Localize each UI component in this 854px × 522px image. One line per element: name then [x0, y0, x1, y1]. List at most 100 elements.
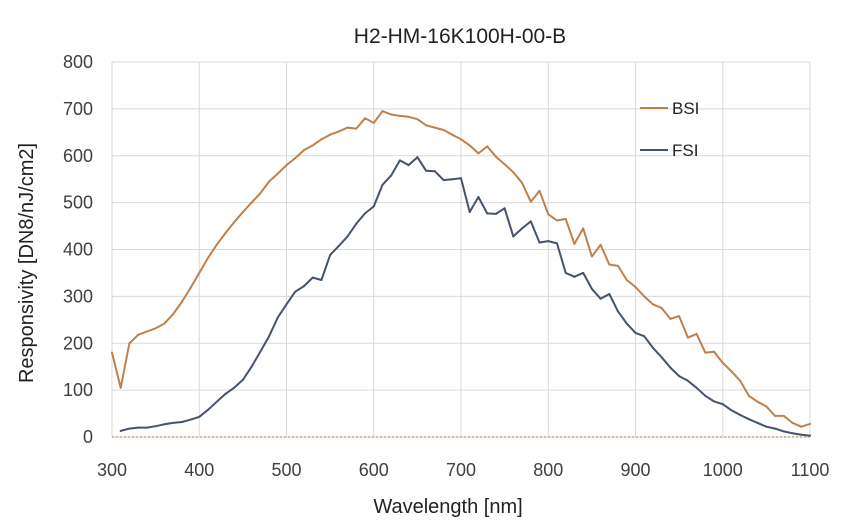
data-point: [800, 433, 803, 436]
data-point: [608, 263, 611, 266]
data-point: [512, 235, 515, 238]
data-point: [617, 264, 620, 267]
data-point: [634, 331, 637, 334]
data-point: [433, 126, 436, 129]
data-point: [730, 370, 733, 373]
data-point: [311, 144, 314, 147]
data-point: [529, 220, 532, 223]
data-point: [695, 332, 698, 335]
data-point: [713, 350, 716, 353]
data-point: [547, 240, 550, 243]
data-point: [800, 425, 803, 428]
data-point: [460, 138, 462, 141]
x-tick-label: 900: [620, 460, 650, 480]
data-point: [154, 425, 157, 428]
y-tick-label: 800: [63, 52, 93, 72]
data-point: [651, 303, 654, 306]
data-point: [154, 327, 157, 330]
data-point: [582, 271, 585, 274]
data-point: [538, 189, 541, 192]
x-tick-label: 1000: [703, 460, 743, 480]
data-point: [791, 432, 794, 435]
data-point: [302, 285, 305, 288]
data-point: [643, 295, 646, 298]
data-point: [686, 379, 689, 382]
x-axis-title: Wavelength [nm]: [373, 496, 522, 518]
data-point: [128, 342, 131, 345]
data-point: [608, 293, 611, 296]
data-point: [747, 394, 750, 397]
data-point: [390, 174, 393, 177]
data-point: [477, 152, 480, 155]
data-point: [224, 392, 227, 395]
data-point: [651, 346, 654, 349]
data-point: [555, 219, 558, 222]
x-tick-label: 600: [359, 460, 389, 480]
data-point: [538, 241, 541, 244]
y-axis-title: Responsivity [DN8/nJ/cm2]: [16, 143, 38, 383]
data-point: [163, 423, 166, 426]
data-point: [398, 159, 401, 162]
series-lines: [111, 110, 811, 437]
data-point: [241, 211, 244, 213]
x-tick-label: 1100: [791, 460, 830, 480]
y-tick-label: 700: [63, 99, 93, 119]
data-point: [486, 212, 489, 215]
data-point: [329, 133, 332, 136]
data-point: [809, 422, 811, 425]
data-point: [747, 418, 750, 421]
data-point: [128, 427, 131, 430]
data-point: [730, 409, 733, 412]
data-point: [346, 126, 349, 129]
data-point: [634, 286, 637, 288]
y-tick-label: 600: [63, 146, 93, 166]
data-point: [721, 361, 724, 364]
data-point: [442, 128, 445, 131]
data-point: [756, 400, 759, 403]
data-point: [625, 278, 628, 281]
data-point: [573, 275, 576, 278]
x-tick-label: 700: [446, 460, 476, 480]
data-point: [276, 172, 279, 175]
data-point: [268, 180, 271, 183]
data-point: [512, 171, 515, 174]
data-point: [486, 145, 489, 148]
data-point: [460, 177, 462, 180]
legend: BSI FSI: [640, 99, 699, 160]
data-point: [172, 313, 175, 316]
data-point: [346, 235, 349, 238]
data-point: [268, 335, 271, 338]
data-point: [407, 164, 410, 167]
data-point: [791, 421, 794, 424]
data-point: [381, 110, 384, 113]
data-point: [285, 303, 288, 306]
data-point: [451, 133, 454, 136]
data-point: [468, 211, 471, 213]
data-point: [686, 336, 689, 339]
data-point: [215, 243, 218, 246]
gridlines: [111, 61, 811, 438]
legend-label-fsi: FSI: [672, 141, 698, 160]
data-point: [337, 130, 340, 133]
data-point: [669, 317, 672, 320]
data-point: [250, 201, 253, 204]
chart-title: H2-HM-16K100H-00-B: [354, 25, 566, 48]
data-point: [442, 179, 445, 182]
y-tick-label: 300: [63, 286, 93, 306]
data-point: [407, 115, 410, 118]
data-point: [111, 351, 113, 354]
x-tick-label: 400: [184, 460, 214, 480]
data-point: [137, 333, 140, 336]
data-point: [756, 421, 759, 424]
x-tick-label: 500: [271, 460, 301, 480]
data-point: [660, 307, 663, 310]
data-point: [294, 157, 297, 160]
x-tick-label: 300: [97, 460, 127, 480]
data-point: [590, 287, 593, 290]
data-point: [180, 301, 183, 303]
data-point: [145, 426, 148, 429]
data-point: [494, 212, 497, 215]
data-point: [503, 163, 506, 166]
data-point: [521, 181, 524, 184]
